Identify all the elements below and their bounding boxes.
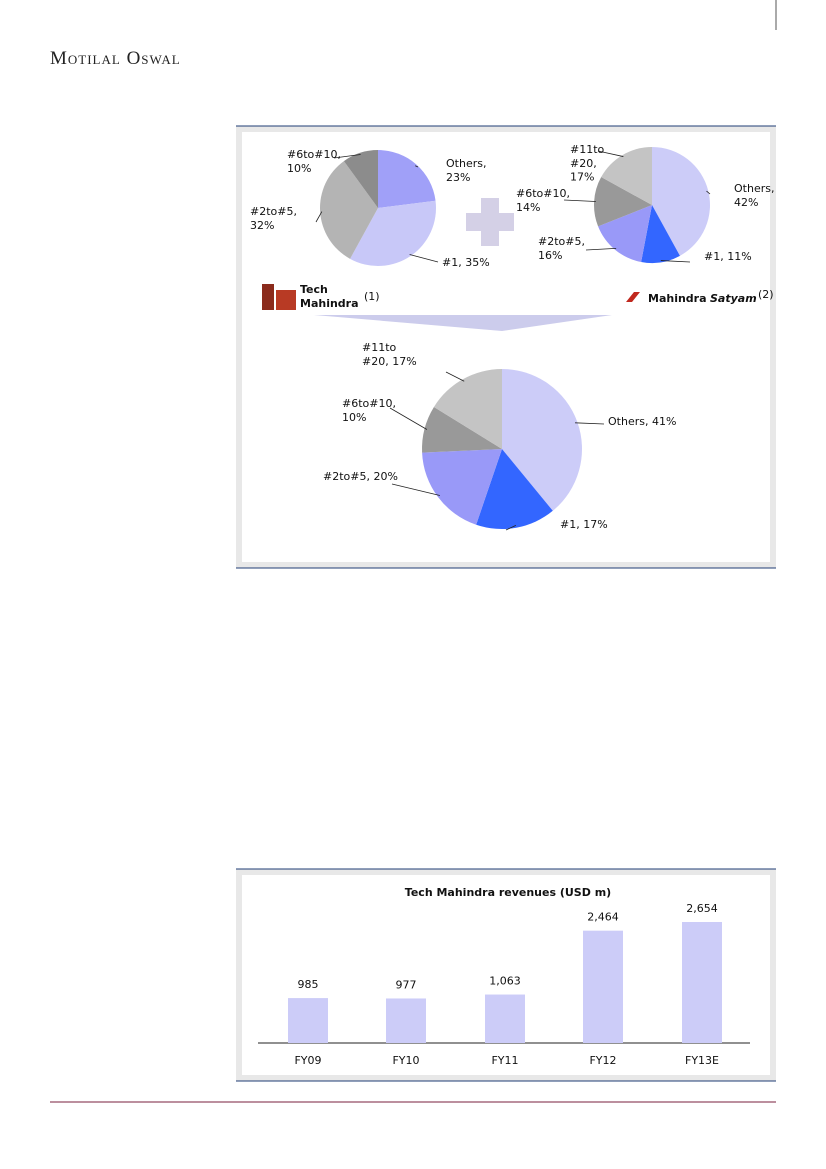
pie-slice xyxy=(476,449,553,529)
leader-line xyxy=(315,211,323,223)
tm-logo xyxy=(262,284,274,310)
pie-slice xyxy=(350,200,436,266)
merge-arrow xyxy=(314,315,612,331)
slice-label: #2to#5, 16% xyxy=(538,235,585,262)
leader-line xyxy=(563,199,596,202)
bar-label: 2,654 xyxy=(686,902,718,915)
x-tick-label: FY11 xyxy=(491,1054,518,1067)
pie-slice xyxy=(502,369,582,511)
pie-slice xyxy=(598,205,652,262)
pie-slice xyxy=(319,161,378,259)
bar-label: 2,464 xyxy=(587,911,619,924)
slice-label: #11to #20, 17% xyxy=(570,143,605,184)
logo-note: (2) xyxy=(758,288,774,301)
logo-text: Mahindra xyxy=(648,292,707,305)
pie-slice xyxy=(422,406,502,453)
leader-line xyxy=(660,260,691,263)
x-tick-label: FY09 xyxy=(294,1054,321,1067)
leader-line xyxy=(389,407,428,430)
slice-label: Others, 41% xyxy=(608,415,676,428)
slice-label: #2to#5, 32% xyxy=(250,205,297,232)
logo-accent: Satyam xyxy=(710,292,757,305)
leader-line xyxy=(415,165,419,168)
pie-slice xyxy=(422,449,502,525)
pie-slice xyxy=(594,177,652,227)
leader-line xyxy=(409,254,439,263)
ms-logo xyxy=(626,292,640,302)
brand: Motilal Oswal xyxy=(50,48,181,69)
x-tick-label: FY10 xyxy=(392,1054,419,1067)
slice-label: Others, 42% xyxy=(734,182,774,209)
pie-slice xyxy=(601,147,652,205)
bar-label: 977 xyxy=(396,978,417,991)
leader-line xyxy=(706,190,711,195)
x-tick-label: FY13E xyxy=(685,1054,719,1067)
pie-slice xyxy=(343,150,378,208)
slice-label: #1, 17% xyxy=(560,518,608,531)
leader-line xyxy=(585,247,617,251)
slice-label: #1, 35% xyxy=(442,256,490,269)
pie-slice xyxy=(378,150,436,208)
slice-label: #11to #20, 17% xyxy=(362,341,417,368)
pie-slice xyxy=(652,147,710,256)
bar xyxy=(485,994,525,1043)
slice-label: #6to#10, 14% xyxy=(516,187,570,214)
bar xyxy=(583,930,623,1043)
slice-label: #6to#10, 10% xyxy=(342,397,396,424)
bar-label: 1,063 xyxy=(489,975,521,988)
leader-line xyxy=(597,150,624,157)
bar xyxy=(288,998,328,1043)
chart-title: Tech Mahindra revenues (USD m) xyxy=(405,886,611,899)
plus-icon xyxy=(466,198,514,246)
pie-slice xyxy=(641,205,680,263)
leader-line xyxy=(445,371,465,382)
leader-line xyxy=(391,483,441,496)
pie-slice xyxy=(433,369,502,449)
bar-label: 985 xyxy=(298,978,319,991)
leader-line xyxy=(333,154,361,159)
slice-label: #6to#10, 10% xyxy=(287,148,341,175)
logo-note: (1) xyxy=(364,290,380,303)
slice-label: Others, 23% xyxy=(446,157,486,184)
slice-label: #2to#5, 20% xyxy=(323,470,398,483)
slice-label: #1, 11% xyxy=(704,250,752,263)
leader-line xyxy=(505,524,517,531)
x-tick-label: FY12 xyxy=(589,1054,616,1067)
tm-logo xyxy=(276,290,296,310)
bar xyxy=(386,998,426,1043)
leader-line xyxy=(575,422,605,425)
bar xyxy=(682,922,722,1043)
logo-text: Tech Mahindra xyxy=(300,283,359,310)
